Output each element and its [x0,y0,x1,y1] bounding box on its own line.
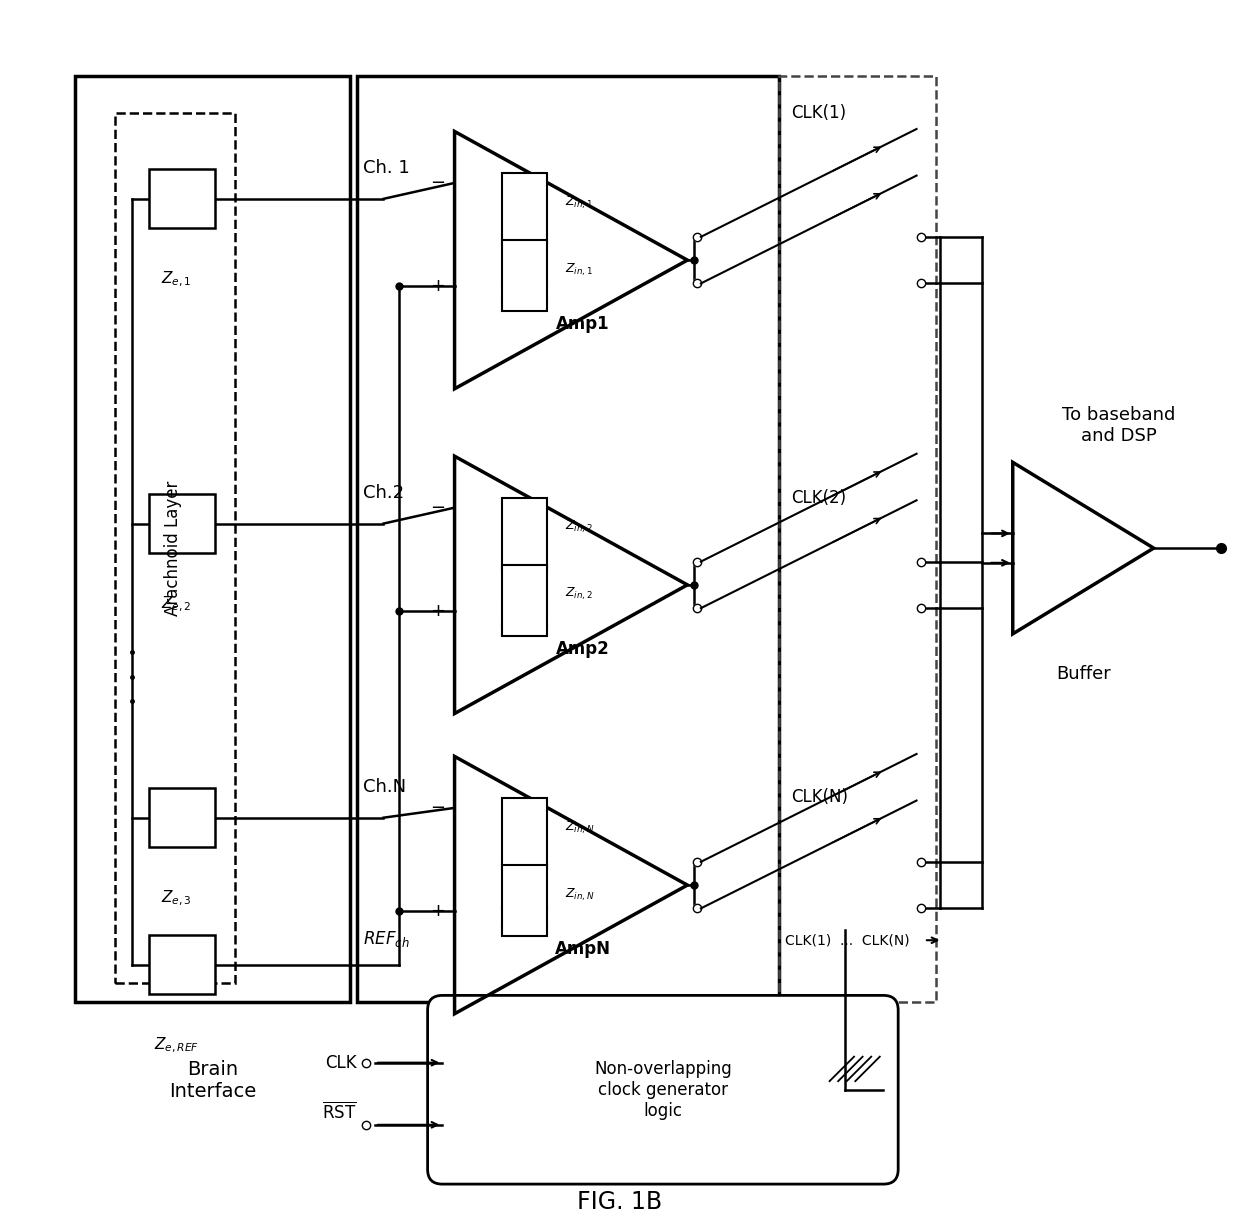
Bar [502,565,547,636]
Bar [149,170,216,228]
FancyBboxPatch shape [428,996,898,1184]
Bar [502,865,547,936]
Bar [502,497,547,569]
Text: Brain
Interface: Brain Interface [169,1060,257,1102]
Text: Amp2: Amp2 [556,640,610,659]
Text: CLK(1): CLK(1) [791,105,847,122]
Bar [502,798,547,869]
Text: $Z_{in,N}$: $Z_{in,N}$ [565,820,594,836]
Text: $\mathit{REF_{ch}}$: $\mathit{REF_{ch}}$ [362,929,409,949]
Text: $Z_{e,2}$: $Z_{e,2}$ [161,595,191,614]
Text: CLK(N): CLK(N) [791,788,848,806]
Text: −: − [429,174,445,192]
Text: $Z_{in,1}$: $Z_{in,1}$ [565,261,593,278]
Text: $Z_{in,2}$: $Z_{in,2}$ [565,586,593,602]
Text: $\overline{\rm RST}$: $\overline{\rm RST}$ [322,1101,357,1121]
Bar [502,240,547,311]
Bar [115,113,236,984]
Text: $Z_{e,REF}$: $Z_{e,REF}$ [154,1035,198,1055]
Text: $Z_{in,1}$: $Z_{in,1}$ [565,194,593,211]
Text: Ch.2: Ch.2 [362,484,404,501]
Bar [502,174,547,244]
Text: Amp1: Amp1 [556,315,609,334]
Text: $Z_{in,2}$: $Z_{in,2}$ [565,519,593,535]
Text: CLK(1)  ...  CLK(N): CLK(1) ... CLK(N) [785,933,910,947]
Text: Buffer: Buffer [1055,665,1111,683]
Bar [357,76,779,1002]
Bar [149,788,216,847]
Bar [149,936,216,995]
Text: FIG. 1B: FIG. 1B [578,1189,662,1214]
Text: Ch. 1: Ch. 1 [362,159,409,177]
Text: +: + [430,602,445,619]
Text: AmpN: AmpN [554,940,610,959]
Text: $Z_{e,1}$: $Z_{e,1}$ [161,270,191,289]
Text: Ch.N: Ch.N [362,778,405,795]
Text: CLK: CLK [325,1054,357,1072]
Text: $Z_{e,3}$: $Z_{e,3}$ [161,889,192,908]
Text: +: + [430,902,445,920]
Text: −: − [429,799,445,817]
Text: To baseband
and DSP: To baseband and DSP [1061,406,1176,446]
Text: $Z_{in,N}$: $Z_{in,N}$ [565,886,594,902]
Bar [149,494,216,553]
Text: CLK(2): CLK(2) [791,489,847,507]
Text: Non-overlapping
clock generator
logic: Non-overlapping clock generator logic [594,1060,732,1119]
Bar [74,76,351,1002]
Bar [779,76,936,1002]
Text: +: + [430,277,445,295]
Text: Arachnoid Layer: Arachnoid Layer [164,480,182,616]
Text: −: − [429,499,445,517]
